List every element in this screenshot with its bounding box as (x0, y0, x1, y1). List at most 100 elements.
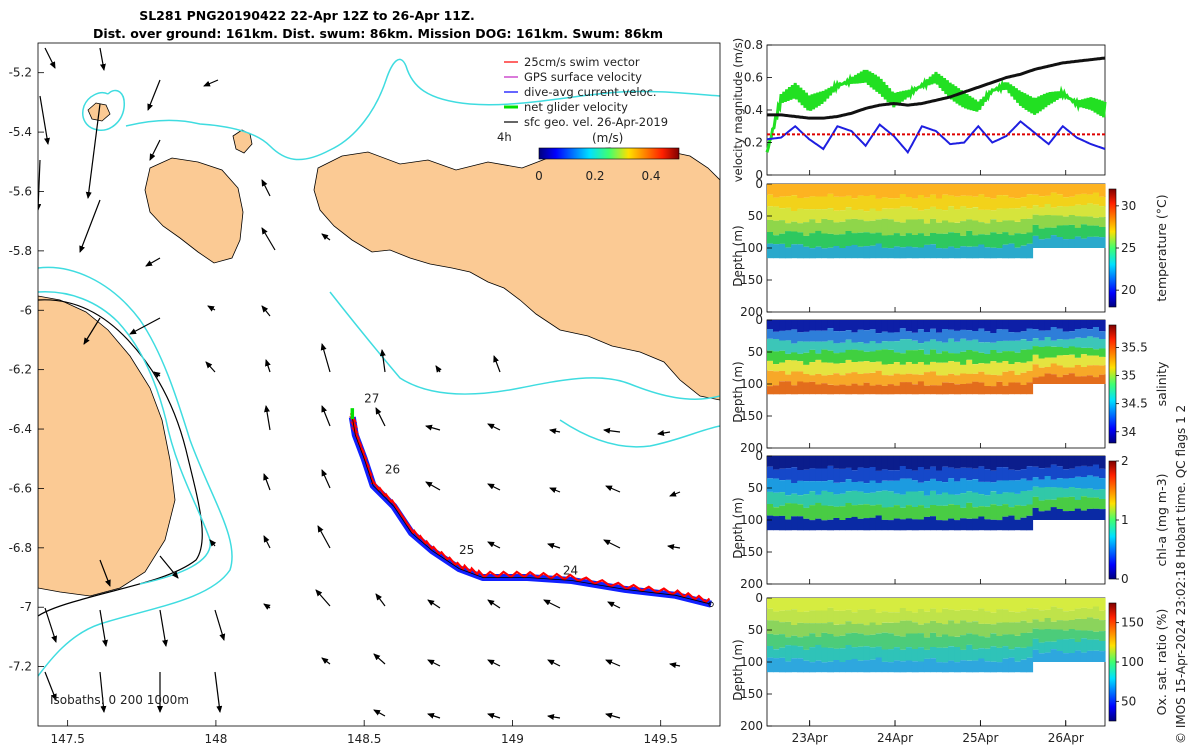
section-cell (1008, 492, 1015, 507)
section-cell (785, 645, 792, 662)
section-cell (936, 375, 943, 386)
section-cell (1080, 607, 1088, 619)
section-ylabel: Depth (m) (731, 361, 745, 422)
section-cell (996, 622, 1003, 636)
section-cell (917, 661, 925, 673)
section-cell (972, 479, 979, 493)
section-cell (948, 232, 955, 247)
section-cell (839, 468, 846, 483)
section-cell (791, 503, 798, 517)
section-cell (1044, 238, 1052, 248)
section-cell (791, 195, 798, 211)
section-cell (1086, 336, 1094, 348)
section-cell (893, 320, 901, 333)
section-cell (1068, 206, 1076, 215)
section-cell (1044, 598, 1052, 610)
section-cell (936, 198, 943, 209)
section-cell (1086, 375, 1094, 384)
section-cell (815, 359, 822, 374)
section-cell (779, 515, 786, 531)
section-cell (1062, 367, 1070, 375)
section-cell (1074, 466, 1082, 477)
section-cell (930, 349, 937, 362)
section-cell (1062, 206, 1070, 217)
section-cell (942, 248, 949, 259)
section-cell (1038, 347, 1046, 359)
section-cell (869, 467, 877, 481)
section-cell (1026, 480, 1034, 491)
section-cell (917, 184, 925, 195)
section-cell (1038, 215, 1046, 229)
section-cell (960, 320, 967, 330)
section-cell (1050, 346, 1058, 358)
section-cell (815, 384, 822, 395)
section-cell (923, 649, 931, 659)
section-cell (1026, 243, 1034, 259)
section-y-tick-label: 100 (740, 513, 763, 527)
section-cell (863, 246, 871, 259)
section-cell (1026, 598, 1034, 609)
section-cell (863, 351, 871, 362)
section-cell (978, 516, 985, 531)
section-cell (990, 612, 997, 625)
section-cell (984, 469, 991, 482)
section-cell (845, 320, 853, 331)
section-cell (773, 331, 780, 339)
section-cell (978, 244, 985, 259)
section-cell (1092, 650, 1100, 662)
section-cell (767, 646, 774, 658)
map-y-tick-label: -5.2 (9, 66, 32, 80)
section-cell (911, 649, 919, 662)
section-cell (1032, 496, 1040, 508)
section-cell (972, 220, 979, 236)
section-cell (779, 456, 786, 469)
section-cell (1062, 239, 1070, 248)
section-cell (1008, 456, 1015, 470)
section-cell (839, 506, 846, 521)
section-cell (942, 342, 949, 352)
section-cell (815, 209, 822, 223)
section-y-tick-label: 0 (755, 591, 763, 605)
section-cell (815, 598, 822, 611)
section-cell (857, 195, 865, 210)
section-cell (978, 342, 985, 353)
map-colorbar-ticks: 0 0.2 0.4 (535, 169, 660, 183)
section-cell (1056, 629, 1064, 640)
section-cell (954, 330, 961, 342)
section-cell (857, 646, 865, 661)
section-cell (869, 195, 877, 209)
section-cell (1099, 620, 1106, 632)
section-cell (779, 320, 786, 331)
section-cell (978, 234, 985, 245)
section-cell (887, 456, 895, 471)
section-cbar-tick-label: 35.5 (1121, 340, 1148, 354)
section-cell (936, 341, 943, 354)
section-cell (1056, 651, 1064, 662)
section-cell (1092, 377, 1100, 384)
time-tick-label: 23Apr (792, 731, 828, 745)
section-cell (984, 506, 991, 520)
section-cell (887, 520, 895, 531)
section-cell (791, 467, 798, 483)
section-cell (1074, 337, 1082, 348)
section-cell (815, 623, 822, 637)
section-cell (984, 247, 991, 259)
section-cell (1074, 227, 1082, 237)
section-cell (990, 624, 997, 634)
section-cell (767, 184, 774, 195)
section-cell (948, 467, 955, 479)
section-cell (821, 196, 828, 210)
section-cell (936, 332, 943, 342)
section-cell (785, 320, 792, 331)
section-cell (779, 243, 786, 259)
figure-title-line1: SL281 PNG20190422 22-Apr 12Z to 26-Apr 1… (139, 8, 475, 23)
section-cell (1062, 620, 1070, 631)
section-cell (1020, 598, 1028, 612)
section-cell (845, 339, 853, 350)
section-cell (1014, 636, 1022, 648)
section-cell (869, 341, 877, 352)
section-cell (936, 623, 943, 637)
section-cell (809, 248, 816, 259)
section-cell (954, 647, 961, 663)
section-cell (954, 468, 961, 482)
